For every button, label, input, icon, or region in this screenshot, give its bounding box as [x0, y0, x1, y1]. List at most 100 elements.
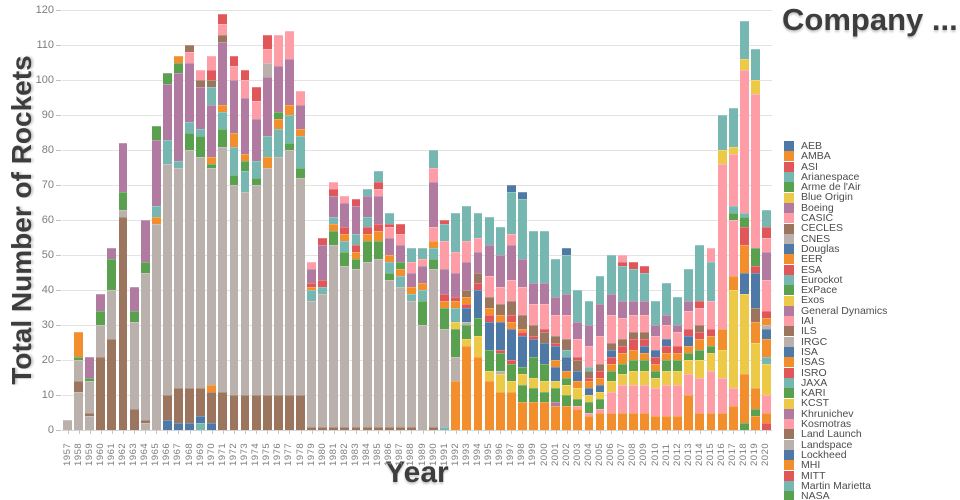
x-tick-mark [533, 430, 535, 434]
legend-item-esa[interactable]: ESA [784, 263, 960, 276]
x-tick-mark [511, 430, 513, 434]
legend-item-nasa[interactable]: NASA [784, 491, 960, 500]
legend-item-exos[interactable]: Exos [784, 295, 960, 306]
bar-segment-purple [662, 314, 672, 325]
bar-segment-orange [573, 409, 583, 430]
bar-1972 [229, 55, 239, 430]
x-tick-label: 2009 [638, 442, 650, 466]
legend-item-eurockot[interactable]: Eurockot [784, 274, 960, 285]
gridline [62, 395, 772, 396]
legend-item-asi[interactable]: ASI [784, 161, 960, 172]
bar-segment-pink [762, 237, 771, 252]
legend-item-jaxa[interactable]: JAXA [784, 377, 960, 388]
bar-segment-green [728, 213, 738, 220]
y-tick-label: 20 [41, 354, 54, 366]
legend-item-iai[interactable]: IAI [784, 316, 960, 326]
x-tick-mark [333, 430, 335, 434]
legend-item-land-launch[interactable]: Land Launch [784, 428, 960, 441]
bar-segment-red [229, 55, 239, 66]
bar-segment-gray [151, 223, 161, 430]
x-tick-mark [755, 430, 757, 434]
bar-segment-purple [351, 206, 361, 234]
legend-item-kosmotras[interactable]: Kosmotras [784, 419, 960, 429]
legend-item-expace[interactable]: ExPace [784, 285, 960, 296]
legend-item-kari[interactable]: KARI [784, 387, 960, 400]
legend-item-isa[interactable]: ISA [784, 347, 960, 357]
legend-item-landspace[interactable]: Landspace [784, 439, 960, 450]
bar-segment-yellow [495, 374, 505, 392]
bar-segment-red [517, 332, 527, 336]
bar-segment-orange [584, 416, 594, 430]
bar-segment-pink [429, 227, 439, 241]
bar-segment-purple [473, 251, 483, 273]
bar-segment-purple [407, 272, 416, 287]
legend-item-mitt[interactable]: MITT [784, 470, 960, 481]
legend-item-ils[interactable]: ILS [784, 326, 960, 337]
legend-item-douglas[interactable]: Douglas [784, 244, 960, 254]
y-tick-mark [56, 115, 61, 116]
bar-segment-pink [418, 258, 427, 266]
legend-item-lockheed[interactable]: Lockheed [784, 450, 960, 460]
legend-item-casic[interactable]: CASIC [784, 213, 960, 223]
bar-segment-green [296, 167, 305, 178]
x-tick-mark [123, 430, 125, 434]
bar-segment-gray [362, 262, 372, 427]
bar-1980 [318, 237, 328, 430]
legend-item-label: KARI [801, 387, 826, 400]
bar-2007 [617, 255, 627, 430]
bar-segment-teal [384, 213, 394, 224]
bar-1989 [418, 248, 427, 430]
legend-item-boeing[interactable]: Boeing [784, 202, 960, 213]
bar-segment-pink [429, 167, 439, 182]
bar-segment-purple [296, 104, 305, 129]
bar-segment-yellow [739, 293, 749, 374]
bar-segment-orange [706, 412, 716, 430]
bar-2016 [717, 115, 727, 430]
bar-segment-teal [517, 199, 527, 259]
bar-segment-teal [750, 48, 760, 80]
legend-item-cnes[interactable]: CNES [784, 233, 960, 244]
legend-item-kcst[interactable]: KCST [784, 398, 960, 409]
legend-item-aeb[interactable]: AEB [784, 141, 960, 151]
bar-segment-gray [96, 325, 106, 357]
legend-item-label: Land Launch [801, 428, 862, 441]
legend-item-general-dynamics[interactable]: General Dynamics [784, 305, 960, 316]
bar-segment-blue [639, 346, 649, 353]
bar-2012 [673, 297, 683, 430]
bar-segment-pink [395, 234, 405, 245]
x-tick-mark [433, 430, 435, 434]
legend-item-isro[interactable]: ISRO [784, 367, 960, 378]
bar-segment-gray [140, 272, 150, 420]
bar-segment-pink [440, 241, 450, 269]
legend-item-label: ESA [801, 263, 823, 276]
legend-item-khrunichev[interactable]: Khrunichev [784, 408, 960, 419]
bar-segment-yellow [739, 59, 749, 70]
bar-segment-orange [440, 300, 450, 308]
legend-item-amba[interactable]: AMBA [784, 151, 960, 162]
bar-segment-teal [251, 160, 261, 178]
legend-item-cecles[interactable]: CECLES [784, 223, 960, 234]
bar-segment-orange [451, 300, 461, 308]
bar-segment-pink [673, 332, 683, 346]
bar-segment-orange [750, 321, 760, 343]
bar-segment-green [706, 346, 716, 353]
legend-item-arme-de-l-air[interactable]: Arme de l'Air [784, 182, 960, 193]
legend-item-isas[interactable]: ISAS [784, 357, 960, 368]
bar-segment-brown [595, 363, 605, 371]
legend-item-arianespace[interactable]: Arianespace [784, 171, 960, 182]
legend-item-blue-origin[interactable]: Blue Origin [784, 192, 960, 203]
bar-segment-gray [440, 328, 450, 427]
y-tick-mark [56, 45, 61, 46]
x-tick-mark [355, 430, 357, 434]
legend-item-irgc[interactable]: IRGC [784, 336, 960, 347]
bar-segment-brown [395, 426, 405, 430]
legend-item-mhi[interactable]: MHI [784, 460, 960, 471]
legend-item-eer[interactable]: EER [784, 254, 960, 265]
bar-segment-teal [218, 111, 228, 129]
bar-segment-pink [506, 279, 516, 301]
legend-item-label: Martin Marietta [801, 479, 872, 492]
bar-segment-pink [340, 195, 350, 203]
bar-segment-pink [628, 384, 638, 413]
legend-item-martin-marietta[interactable]: Martin Marietta [784, 479, 960, 492]
bar-1970 [207, 55, 217, 430]
